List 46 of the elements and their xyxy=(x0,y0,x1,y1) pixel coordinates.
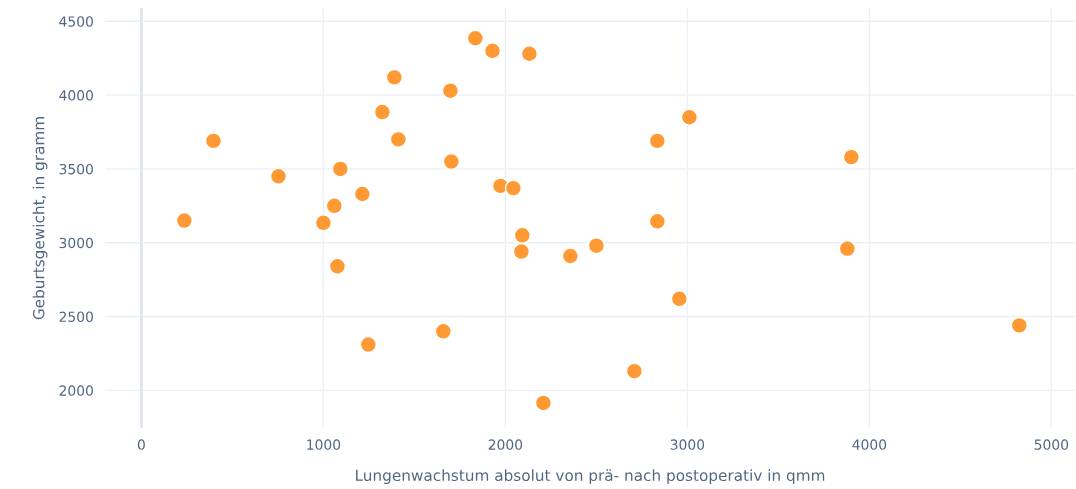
y-tick-label: 4000 xyxy=(59,90,93,101)
point xyxy=(325,197,343,215)
point xyxy=(328,257,347,275)
x-axis-title: Lungenwachstum absolut von prä- nach postoperativ in qmm xyxy=(356,469,825,485)
point xyxy=(842,148,860,166)
point xyxy=(512,242,531,261)
point xyxy=(625,362,644,380)
point xyxy=(648,212,666,230)
point xyxy=(442,152,460,171)
point xyxy=(269,167,288,185)
point xyxy=(466,29,484,47)
x-tick-label: 3000 xyxy=(670,439,705,450)
point xyxy=(483,42,502,60)
point xyxy=(204,132,223,150)
point xyxy=(314,214,332,232)
point xyxy=(353,185,371,203)
point xyxy=(513,226,531,244)
point xyxy=(504,179,522,197)
point xyxy=(389,130,407,149)
y-tick-label: 2000 xyxy=(59,385,93,396)
y-tick-label: 3000 xyxy=(59,237,93,249)
x-tick-label: 4000 xyxy=(852,439,887,450)
x-tick-label: 2000 xyxy=(488,439,523,450)
point xyxy=(561,247,579,265)
point xyxy=(175,211,193,230)
point xyxy=(434,322,452,340)
point xyxy=(534,394,553,412)
y-tick-label: 4500 xyxy=(59,16,93,27)
point xyxy=(385,68,403,86)
point xyxy=(1010,316,1028,335)
point xyxy=(648,132,666,150)
point xyxy=(680,108,698,126)
point xyxy=(331,160,349,178)
x-tick-label: 0 xyxy=(137,439,145,450)
point xyxy=(520,45,539,63)
point xyxy=(838,240,856,258)
x-tick-label: 1000 xyxy=(307,439,341,450)
point xyxy=(441,82,460,100)
y-tick-label: 3500 xyxy=(59,163,93,175)
point xyxy=(373,103,391,121)
point xyxy=(587,237,605,255)
point xyxy=(670,290,688,308)
y-tick-label: 2500 xyxy=(59,311,93,323)
x-tick-label: 5000 xyxy=(1034,439,1069,450)
point xyxy=(359,335,377,354)
y-axis-title: Geburtsgewicht, in gramm xyxy=(32,117,48,320)
